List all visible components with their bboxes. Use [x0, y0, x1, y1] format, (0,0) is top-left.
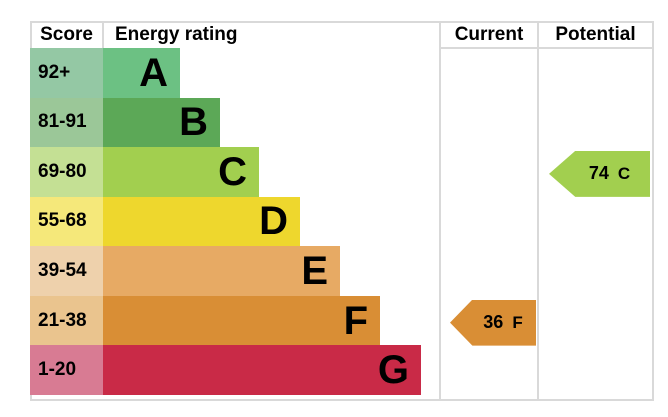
band-score-range: 81-91	[30, 97, 103, 148]
band-letter: B	[179, 100, 208, 145]
band-row-d: 55-68 D	[30, 196, 300, 247]
band-score-range: 69-80	[30, 147, 103, 197]
band-score-range: 21-38	[30, 295, 103, 346]
band-row-e: 39-54 E	[30, 246, 340, 296]
band-letter: C	[218, 149, 247, 194]
header-bottom-border	[440, 47, 654, 49]
band-letter: A	[139, 50, 168, 95]
band-letter: G	[377, 348, 409, 393]
band-letter: D	[259, 199, 288, 244]
band-score-range: 39-54	[30, 246, 103, 296]
band-row-a: 92+ A	[30, 48, 180, 98]
current-column-header: Current	[454, 24, 524, 45]
band-row-g: 1-20 G	[30, 345, 421, 395]
band-row-c: 69-80 C	[30, 147, 259, 197]
table-border-right	[652, 21, 654, 401]
band-bar: C	[103, 147, 259, 197]
score-column-header: Score	[40, 24, 93, 45]
band-bar: A	[103, 48, 180, 98]
band-bar: E	[103, 246, 340, 296]
band-letter: E	[301, 249, 328, 294]
potential-rating-arrow: 74 C	[549, 150, 650, 197]
potential-grade-letter: C	[617, 163, 631, 183]
potential-score-value: 74	[588, 163, 609, 184]
energy-rating-column-header: Energy rating	[115, 24, 238, 45]
table-border-top	[30, 21, 654, 23]
potential-column-header: Potential	[555, 24, 636, 45]
table-border-bottom	[30, 399, 654, 401]
band-letter: F	[343, 298, 368, 343]
band-score-range: 55-68	[30, 196, 103, 247]
band-bar: B	[103, 97, 220, 148]
band-bar: G	[103, 345, 421, 395]
band-score-range: 1-20	[30, 345, 103, 395]
current-score-value: 36	[483, 312, 504, 333]
potential-column-divider	[537, 21, 539, 401]
current-column-divider	[439, 21, 441, 401]
band-row-f: 21-38 F	[30, 295, 380, 346]
band-row-b: 81-91 B	[30, 97, 220, 148]
current-grade-letter: F	[512, 312, 523, 332]
current-rating-arrow: 36 F	[450, 299, 536, 346]
score-column-divider	[102, 21, 104, 48]
band-bar: D	[103, 196, 300, 247]
band-score-range: 92+	[30, 48, 103, 98]
band-bar: F	[103, 295, 380, 346]
